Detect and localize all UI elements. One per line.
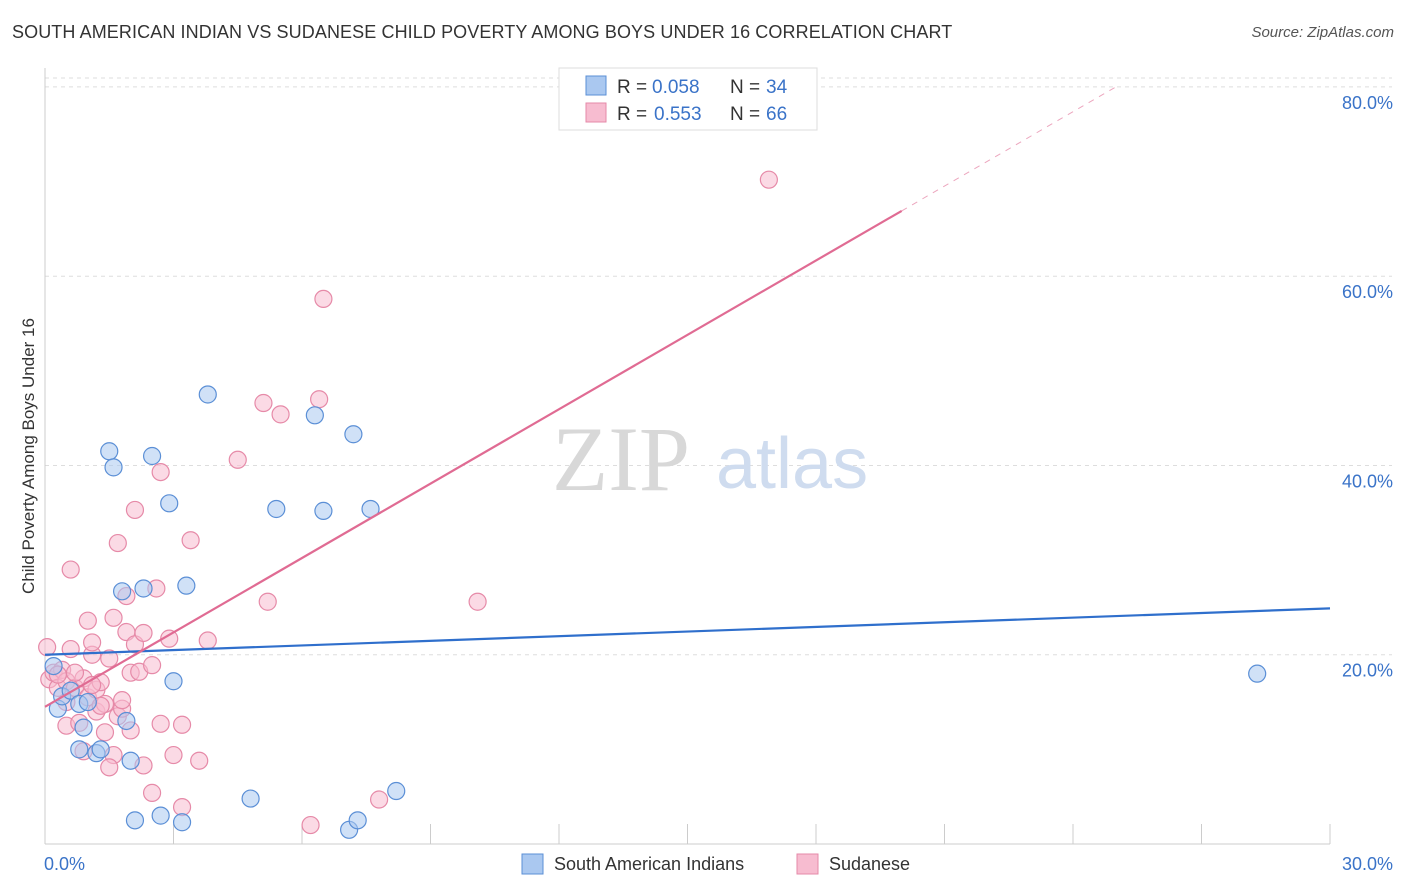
point-sudanese-54 <box>271 405 290 424</box>
point-south-american-indians-22 <box>177 576 196 595</box>
point-sudanese-23 <box>100 649 119 668</box>
stats-legend-r-label-blue: R = <box>617 77 647 98</box>
point-sudanese-63 <box>65 663 85 682</box>
trend-layer <box>44 86 1331 708</box>
series-legend-label-blue: South American Indians <box>554 854 744 874</box>
series-legend-swatch-blue <box>521 853 544 875</box>
point-sudanese-28 <box>108 533 127 553</box>
point-south-american-indians-5 <box>74 718 93 737</box>
point-sudanese-26 <box>104 608 123 627</box>
point-sudanese-40 <box>142 783 162 802</box>
point-south-american-indians-27 <box>314 501 333 520</box>
trend-line-sudanese <box>44 209 903 708</box>
point-sudanese-48 <box>181 531 200 550</box>
point-south-american-indians-28 <box>344 425 363 444</box>
point-sudanese-49 <box>190 751 209 770</box>
point-sudanese-34 <box>125 500 145 520</box>
stats-legend-r-value-blue: 0.058 <box>652 77 700 98</box>
point-south-american-indians-0 <box>44 656 63 676</box>
series-south-american-indians <box>44 385 1267 839</box>
point-sudanese-21 <box>95 723 115 742</box>
grid-lines <box>45 77 1392 656</box>
stats-legend-n-label-blue: N = <box>730 77 760 98</box>
point-south-american-indians-13 <box>117 711 136 731</box>
point-sudanese-52 <box>254 393 273 413</box>
point-sudanese-9 <box>61 560 80 579</box>
point-sudanese-45 <box>164 745 183 765</box>
point-sudanese-57 <box>314 289 333 309</box>
point-south-american-indians-32 <box>387 781 406 801</box>
point-south-american-indians-30 <box>348 811 367 830</box>
point-sudanese-37 <box>134 623 153 643</box>
point-south-american-indians-18 <box>151 806 170 825</box>
point-south-american-indians-17 <box>142 446 162 466</box>
point-south-american-indians-6 <box>78 692 97 712</box>
y-tick-label-80: 80.0% <box>1342 93 1393 113</box>
point-sudanese-43 <box>151 714 170 733</box>
point-south-american-indians-26 <box>305 406 324 425</box>
watermark-zip: ZIP <box>552 408 690 510</box>
x-tick-label-max: 30.0% <box>1342 854 1393 874</box>
y-tick-label-20: 20.0% <box>1342 661 1393 681</box>
x-tick-label-min: 0.0% <box>44 854 85 874</box>
point-sudanese-50 <box>198 631 217 650</box>
series-layer <box>38 170 1267 839</box>
point-sudanese-58 <box>370 790 389 809</box>
point-sudanese-56 <box>310 390 329 409</box>
point-south-american-indians-10 <box>100 442 119 461</box>
point-south-american-indians-33 <box>1248 664 1267 683</box>
stats-legend-r-label-pink: R = <box>617 104 647 125</box>
series-legend-swatch-pink <box>796 853 819 875</box>
stats-legend-n-value-pink: 66 <box>766 104 787 125</box>
chart-title: SOUTH AMERICAN INDIAN VS SUDANESE CHILD … <box>12 22 953 42</box>
point-south-american-indians-12 <box>112 582 132 601</box>
y-tick-label-40: 40.0% <box>1342 471 1393 491</box>
point-south-american-indians-20 <box>164 672 183 691</box>
point-sudanese-14 <box>78 611 97 630</box>
y-axis-label: Child Poverty Among Boys Under 16 <box>19 318 38 594</box>
stats-legend-n-label-pink: N = <box>730 104 760 125</box>
point-sudanese-51 <box>228 450 247 469</box>
stats-legend-n-value-blue: 34 <box>766 77 788 98</box>
series-legend-label-pink: Sudanese <box>829 854 910 874</box>
stats-legend-swatch-blue <box>585 75 607 96</box>
point-sudanese-55 <box>301 815 320 835</box>
point-south-american-indians-24 <box>241 789 260 808</box>
point-south-american-indians-15 <box>125 811 145 830</box>
trend-line-extension-sudanese <box>901 86 1117 212</box>
point-sudanese-25 <box>100 758 119 777</box>
point-sudanese-46 <box>172 797 192 817</box>
point-sudanese-47 <box>172 715 192 734</box>
point-south-american-indians-14 <box>121 751 140 770</box>
y-tick-label-60: 60.0% <box>1342 282 1393 302</box>
point-sudanese-30 <box>112 691 132 710</box>
point-south-american-indians-9 <box>91 740 110 759</box>
chart-source: Source: ZipAtlas.com <box>1251 24 1394 41</box>
point-south-american-indians-21 <box>172 813 192 832</box>
series-legend: South American Indians Sudanese <box>521 853 910 875</box>
stats-legend: R = 0.058 N = 34 R = 0.553 N = 66 <box>558 67 818 131</box>
point-south-american-indians-19 <box>160 494 179 513</box>
point-south-american-indians-11 <box>104 458 123 477</box>
point-south-american-indians-7 <box>70 740 89 759</box>
x-axis-ticks <box>44 824 1331 844</box>
point-sudanese-17 <box>83 633 102 652</box>
stats-legend-swatch-pink <box>585 102 607 123</box>
stats-legend-r-value-pink: 0.553 <box>654 104 702 125</box>
y-tick-labels: 20.0% 40.0% 60.0% 80.0% <box>1342 93 1393 681</box>
point-sudanese-0 <box>38 638 57 657</box>
point-sudanese-53 <box>258 592 277 611</box>
point-south-american-indians-23 <box>198 385 217 404</box>
point-sudanese-42 <box>151 462 170 482</box>
point-sudanese-60 <box>759 170 778 189</box>
trend-line-south-american-indians <box>44 607 1331 656</box>
point-sudanese-39 <box>142 656 162 675</box>
watermark-atlas: atlas <box>716 424 868 504</box>
point-south-american-indians-25 <box>267 499 286 519</box>
point-sudanese-59 <box>468 592 487 611</box>
point-south-american-indians-16 <box>134 579 153 598</box>
